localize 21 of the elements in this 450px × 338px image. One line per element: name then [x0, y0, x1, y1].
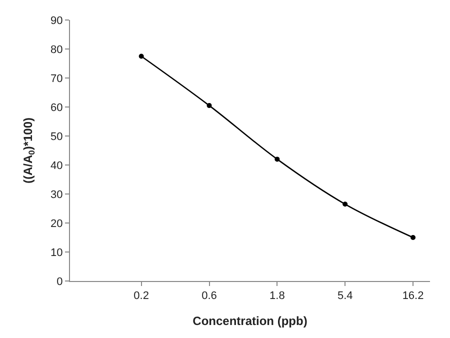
x-tick-label: 0.6	[202, 290, 217, 302]
point	[410, 235, 416, 240]
x-tick-label: 0.2	[134, 290, 149, 302]
y-tick-label: 70	[50, 72, 63, 85]
y-tick-label: 60	[50, 102, 63, 114]
point	[138, 54, 144, 59]
y-tick-label: 30	[50, 188, 63, 201]
point	[206, 103, 212, 108]
x-tick-label: 16.2	[402, 290, 424, 302]
y-tick-label: 80	[50, 44, 63, 56]
y-tick-label: 90	[50, 14, 63, 27]
y-tick-label: 40	[50, 160, 63, 172]
x-axis-title: Concentration (ppb)	[192, 314, 308, 328]
y-tick-label: 20	[50, 218, 63, 230]
y-tick-label: 50	[50, 130, 63, 143]
y-tick-label: 0	[56, 276, 63, 288]
point	[274, 156, 280, 162]
x-tick-label: 5.4	[337, 290, 353, 302]
point	[342, 202, 348, 207]
x-tick-label: 1.8	[270, 290, 285, 302]
y-tick-label: 10	[50, 246, 63, 259]
